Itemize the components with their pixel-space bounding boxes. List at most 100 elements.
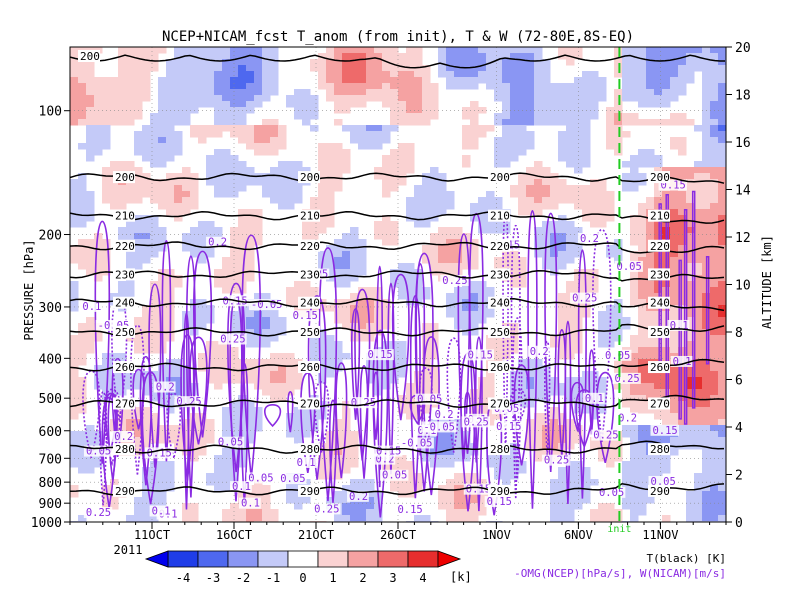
anomaly-cell [678, 119, 687, 126]
anomaly-cell [678, 413, 687, 420]
anomaly-cell [102, 131, 111, 138]
anomaly-cell [574, 119, 583, 126]
anomaly-cell [670, 215, 679, 222]
anomaly-cell [70, 299, 79, 306]
isotherm-290 [70, 483, 725, 496]
anomaly-cell [270, 173, 279, 180]
anomaly-cell [238, 119, 247, 126]
anomaly-cell [686, 347, 695, 354]
anomaly-cell [678, 47, 687, 54]
anomaly-cell [630, 281, 639, 288]
anomaly-cell [414, 71, 423, 78]
anomaly-cell [334, 461, 343, 468]
isotherm-200 [70, 172, 725, 184]
anomaly-cell [230, 257, 239, 264]
anomaly-cell [526, 71, 535, 78]
anomaly-cell [638, 341, 647, 348]
anomaly-cell [262, 335, 271, 342]
anomaly-cell [526, 53, 535, 60]
isotherm-label-bg [298, 484, 320, 497]
anomaly-cell [398, 161, 407, 168]
anomaly-cell [238, 77, 247, 84]
anomaly-cell [710, 239, 719, 246]
anomaly-cell [718, 191, 726, 198]
anomaly-cell [638, 155, 647, 162]
anomaly-cell [646, 155, 655, 162]
omega-label-bg [312, 503, 341, 515]
anomaly-cell [118, 77, 127, 84]
anomaly-cell [710, 95, 719, 102]
anomaly-cell [446, 491, 455, 498]
anomaly-cell [406, 473, 415, 480]
anomaly-cell [630, 215, 639, 222]
anomaly-cell [358, 137, 367, 144]
anomaly-cell [158, 131, 167, 138]
anomaly-cell [710, 371, 719, 378]
anomaly-cell [86, 329, 95, 336]
anomaly-cell [494, 77, 503, 84]
anomaly-cell [718, 341, 726, 348]
anomaly-cell [670, 329, 679, 336]
anomaly-cell [246, 95, 255, 102]
anomaly-cell [342, 125, 351, 132]
anomaly-cell [334, 155, 343, 162]
anomaly-cell [574, 77, 583, 84]
anomaly-cell [470, 65, 479, 72]
anomaly-cell [582, 203, 591, 210]
anomaly-cell [614, 137, 623, 144]
anomaly-cell [86, 71, 95, 78]
anomaly-cell [318, 365, 327, 372]
anomaly-cell [518, 275, 527, 282]
anomaly-cell [222, 119, 231, 126]
anomaly-cell [502, 335, 511, 342]
anomaly-cell [270, 311, 279, 318]
anomaly-cell [638, 149, 647, 156]
anomaly-cell [142, 491, 151, 498]
anomaly-cell [598, 317, 607, 324]
anomaly-cell [606, 251, 615, 258]
anomaly-cell [462, 317, 471, 324]
anomaly-cell [390, 227, 399, 234]
anomaly-cell [494, 161, 503, 168]
anomaly-cell [294, 293, 303, 300]
anomaly-cell [462, 53, 471, 60]
anomaly-cell [646, 353, 655, 360]
anomaly-cell [342, 251, 351, 258]
anomaly-cell [558, 413, 567, 420]
anomaly-cell [630, 515, 639, 522]
anomaly-cell [270, 317, 279, 324]
anomaly-cell [118, 167, 127, 174]
anomaly-cell [614, 47, 623, 54]
anomaly-cell [222, 425, 231, 432]
anomaly-cell [158, 149, 167, 156]
anomaly-cell [494, 353, 503, 360]
anomaly-cell [614, 305, 623, 312]
anomaly-cell [574, 407, 583, 414]
anomaly-cell [694, 419, 703, 426]
anomaly-cell [334, 251, 343, 258]
anomaly-cell [326, 77, 335, 84]
anomaly-cell [70, 305, 79, 312]
anomaly-cell [510, 263, 519, 270]
omega-contour [139, 355, 153, 486]
anomaly-cell [718, 119, 726, 126]
anomaly-cell [78, 407, 87, 414]
omega-contour [414, 252, 434, 492]
anomaly-cell [566, 89, 575, 96]
anomaly-cell [718, 77, 726, 84]
anomaly-cell [294, 371, 303, 378]
anomaly-cell [574, 161, 583, 168]
anomaly-cell [494, 341, 503, 348]
anomaly-cell [702, 101, 711, 108]
anomaly-cell [598, 191, 607, 198]
anomaly-cell [582, 485, 591, 492]
anomaly-cell [134, 233, 143, 240]
anomaly-cell [550, 203, 559, 210]
anomaly-cell [510, 89, 519, 96]
anomaly-cell [622, 179, 631, 186]
anomaly-cell [246, 269, 255, 276]
anomaly-cell [254, 329, 263, 336]
anomaly-cell [710, 443, 719, 450]
anomaly-cell [678, 263, 687, 270]
